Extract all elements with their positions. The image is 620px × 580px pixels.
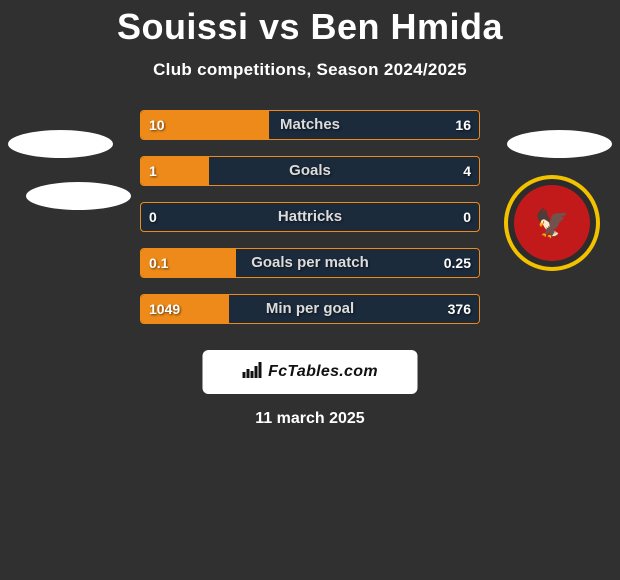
player-left-placeholder (8, 110, 113, 215)
stat-value-left: 1049 (149, 295, 180, 323)
stat-row: Goals1 4 (140, 156, 480, 186)
stat-label: Hattricks (141, 203, 479, 231)
stat-row: Matches10 16 (140, 110, 480, 140)
stat-value-left: 0 (149, 203, 157, 231)
watermark: FcTables.com (203, 350, 418, 394)
stat-row: Goals per match0.1 0.25 (140, 248, 480, 278)
stat-label: Matches (141, 111, 479, 139)
stat-value-right: 0 (463, 203, 471, 231)
placeholder-oval (26, 182, 131, 210)
stat-label: Goals per match (141, 249, 479, 277)
stat-label: Min per goal (141, 295, 479, 323)
stat-value-left: 1 (149, 157, 157, 185)
placeholder-oval (507, 130, 612, 158)
chart-icon (242, 362, 262, 383)
stat-value-right: 4 (463, 157, 471, 185)
stat-label: Goals (141, 157, 479, 185)
club-crest: 🦅 (504, 175, 600, 271)
stats-bars: Matches10 16 Goals1 4 Hattricks0 0 Goals per m… (140, 110, 480, 340)
stat-row: Hattricks0 0 (140, 202, 480, 232)
subtitle: Club competitions, Season 2024/2025 (0, 60, 620, 80)
stat-value-left: 0.1 (149, 249, 168, 277)
stat-value-right: 16 (455, 111, 471, 139)
stat-value-left: 10 (149, 111, 165, 139)
stat-value-right: 0.25 (444, 249, 471, 277)
date-label: 11 march 2025 (0, 410, 620, 428)
stat-value-right: 376 (448, 295, 471, 323)
club-crest-inner: 🦅 (514, 185, 590, 261)
placeholder-oval (8, 130, 113, 158)
watermark-text: FcTables.com (268, 363, 378, 381)
page-title: Souissi vs Ben Hmida (0, 0, 620, 48)
stat-row: Min per goal1049 376 (140, 294, 480, 324)
club-crest-glyph: 🦅 (535, 207, 570, 240)
